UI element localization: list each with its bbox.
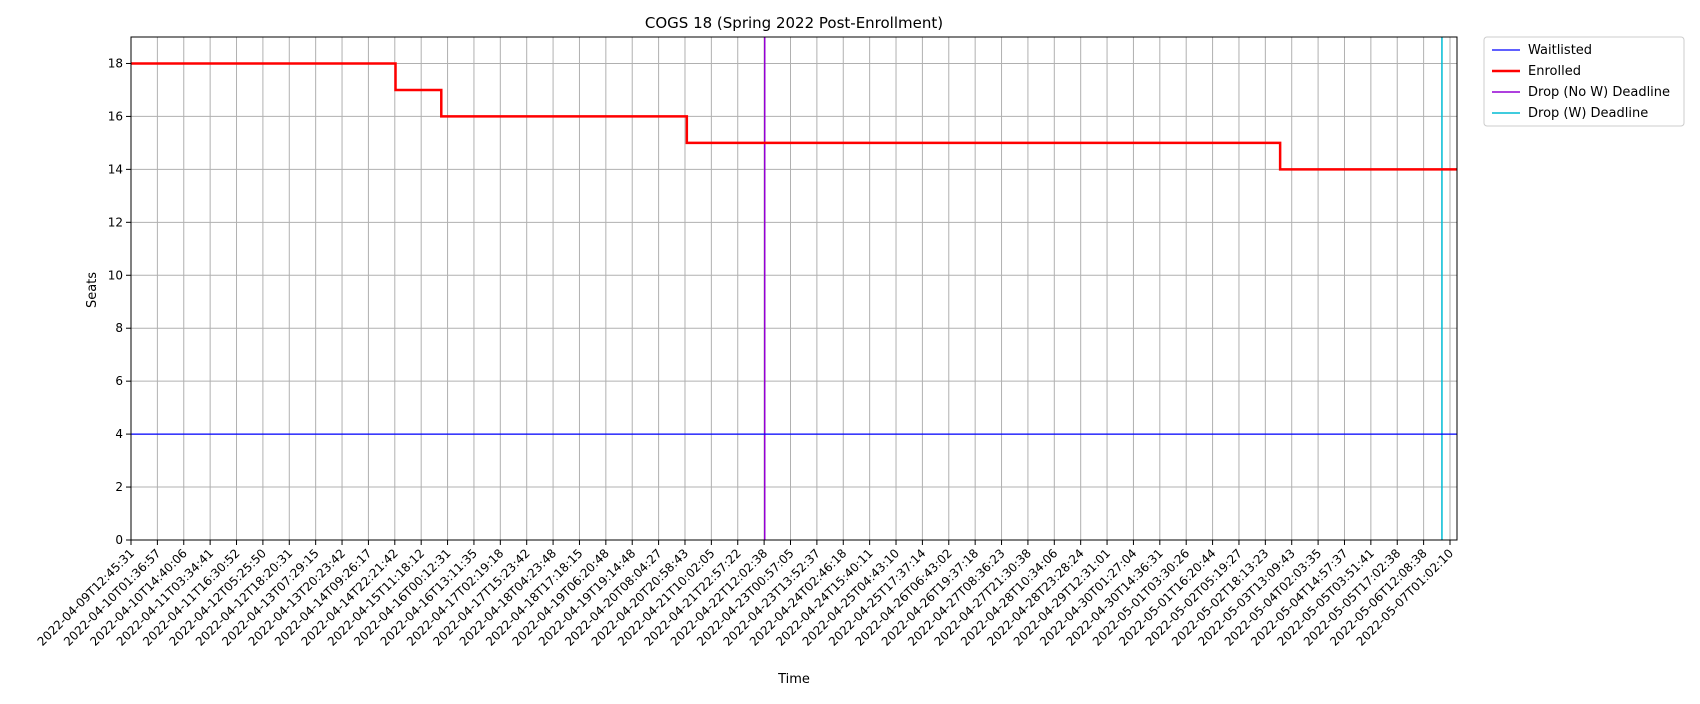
legend-box — [1483, 36, 1685, 127]
legend-label: Waitlisted — [1528, 43, 1592, 58]
y-tick-label: 12 — [108, 215, 123, 229]
y-tick-label: 6 — [115, 374, 123, 388]
x-axis-label: Time — [777, 672, 810, 687]
chart-title: COGS 18 (Spring 2022 Post-Enrollment) — [645, 14, 943, 32]
y-tick-label: 0 — [115, 533, 123, 547]
legend-label: Drop (W) Deadline — [1528, 106, 1648, 121]
y-tick-label: 8 — [115, 321, 123, 335]
legend-label: Drop (No W) Deadline — [1528, 85, 1670, 100]
plot-area — [131, 37, 1457, 540]
y-tick-label: 10 — [108, 268, 123, 282]
grid — [130, 37, 1457, 541]
enrolled-series — [131, 62, 1457, 171]
plot-frame — [130, 36, 1458, 541]
y-tick-label: 16 — [108, 109, 123, 123]
legend-label: Enrolled — [1528, 64, 1581, 79]
y-tick-label: 14 — [108, 162, 123, 176]
y-axis-label: Seats — [85, 272, 100, 308]
y-tick-label: 18 — [108, 56, 123, 70]
y-tick-label: 2 — [115, 480, 123, 494]
axes: 2022-04-09T12:45:312022-04-10T01:36:5720… — [35, 36, 1458, 649]
y-tick-label: 4 — [115, 427, 123, 441]
legend: Waitlisted Enrolled Drop (No W) Deadline Dr… — [1483, 36, 1685, 127]
